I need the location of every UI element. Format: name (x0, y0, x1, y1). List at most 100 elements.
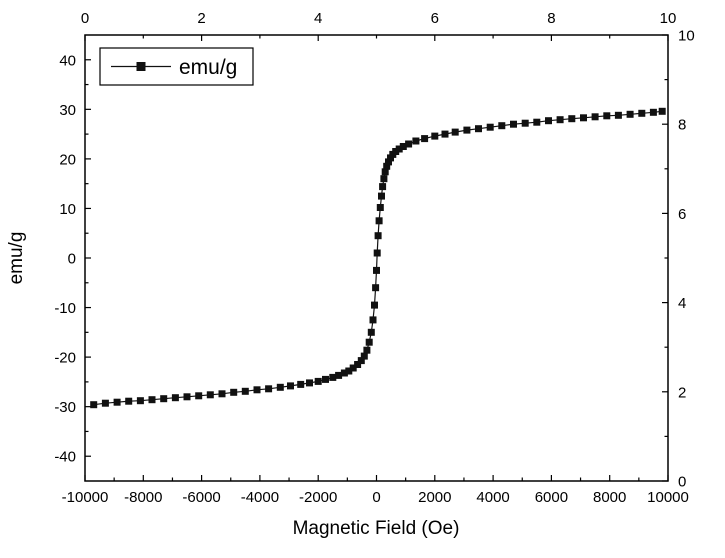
data-point-marker (148, 396, 156, 404)
data-point-marker (431, 132, 439, 140)
x-axis-ticks: -10000 -8000 -6000 -4000 -2000 0 2000 4000 6000 8… (62, 475, 689, 506)
x-tick-label: -4000 (241, 489, 279, 506)
data-point-marker (486, 123, 494, 131)
data-point-marker (340, 369, 348, 377)
data-point-marker (603, 112, 611, 120)
data-point-marker (373, 249, 381, 257)
x-tick-label: 10000 (647, 489, 689, 506)
data-point-marker (380, 175, 388, 183)
data-point-marker (345, 367, 353, 375)
data-point-marker (101, 399, 109, 407)
data-point-marker (374, 232, 382, 240)
data-point-marker (395, 145, 403, 153)
x-tick-label: 2000 (418, 489, 451, 506)
data-point-marker (335, 371, 343, 379)
top-tick-label: 10 (660, 10, 677, 27)
data-point-marker (399, 143, 407, 150)
legend-label: emu/g (179, 56, 237, 79)
data-point-marker (365, 338, 373, 346)
x-tick-label: 8000 (593, 489, 626, 506)
right-tick-label: 8 (678, 117, 686, 134)
data-point-marker (556, 116, 564, 124)
data-point-marker (369, 316, 377, 324)
data-point-marker (349, 364, 357, 372)
data-point-marker (373, 266, 380, 274)
data-point-marker (591, 113, 599, 121)
data-point-marker (451, 128, 459, 136)
data-point-marker (354, 361, 362, 368)
data-point-marker (385, 158, 392, 166)
x-axis-title: Magnetic Field (Oe) (293, 518, 460, 539)
data-point-marker (206, 391, 214, 399)
y-tick-label: 40 (59, 52, 76, 69)
right-tick-label: 2 (678, 384, 686, 401)
series-emu-g (90, 107, 666, 409)
plot-border (84, 34, 669, 482)
data-point-marker (171, 394, 179, 402)
data-point-marker (378, 192, 385, 200)
top-tick-label: 4 (314, 10, 322, 27)
data-point-marker (113, 398, 121, 406)
data-point-marker (376, 204, 384, 211)
data-point-marker (306, 379, 313, 387)
data-point-marker (658, 107, 666, 115)
y-tick-label: 10 (59, 201, 76, 218)
y-tick-label: 30 (59, 102, 76, 119)
data-point-marker (360, 352, 368, 360)
right-tick-label: 6 (678, 206, 686, 223)
data-point-marker (379, 183, 387, 191)
y-tick-label: 20 (59, 151, 76, 168)
x-tick-label: 6000 (535, 489, 568, 506)
x-tick-label: -8000 (124, 489, 162, 506)
x-tick-label: -10000 (62, 489, 109, 506)
data-point-marker (322, 375, 329, 383)
data-point-marker (421, 135, 429, 143)
data-point-marker (125, 397, 133, 405)
plot-area: -10000 -8000 -6000 -4000 -2000 0 2000 4000 6000 8… (54, 10, 694, 506)
y-tick-label: -10 (54, 300, 76, 317)
top-axis-ticks: 0 2 4 6 8 10 (81, 10, 677, 41)
y-tick-label: -30 (54, 399, 76, 416)
data-point-marker (363, 346, 371, 354)
data-point-marker (241, 387, 249, 395)
data-point-marker (638, 109, 646, 117)
top-tick-label: 6 (431, 10, 439, 27)
data-point-marker (314, 377, 322, 385)
data-point-marker (371, 301, 378, 309)
data-point-marker (405, 140, 413, 148)
y-tick-label: 0 (68, 251, 76, 268)
data-point-marker (218, 390, 226, 398)
data-point-marker (463, 126, 471, 134)
x-tick-label: 0 (372, 489, 380, 506)
data-point-marker (375, 217, 383, 225)
y-axis-title: emu/g (6, 232, 27, 285)
y-axis-ticks: -40 -30 -20 -10 0 10 20 30 40 (54, 52, 91, 466)
data-point-marker (381, 168, 389, 176)
data-point-marker (276, 383, 284, 391)
data-point-marker (329, 373, 337, 381)
data-point-marker (649, 108, 657, 116)
data-point-marker (545, 117, 552, 125)
top-tick-label: 0 (81, 10, 89, 27)
data-point-marker (183, 393, 191, 401)
data-point-marker (253, 386, 261, 394)
right-axis-ticks: 0 2 4 6 8 10 (662, 28, 695, 491)
data-point-marker (265, 385, 273, 393)
data-point-marker (383, 162, 391, 170)
x-tick-label: 4000 (476, 489, 509, 506)
data-point-marker (367, 328, 375, 336)
data-point-marker (533, 118, 541, 126)
top-tick-label: 2 (197, 10, 205, 27)
data-point-marker (568, 115, 576, 123)
series-line (93, 110, 663, 406)
top-tick-label: 8 (547, 10, 555, 27)
data-point-marker (357, 357, 365, 365)
data-point-marker (160, 395, 168, 403)
right-tick-label: 4 (678, 295, 686, 312)
data-point-marker (297, 380, 305, 388)
right-tick-label: 0 (678, 474, 686, 491)
y-tick-label: -40 (54, 449, 76, 466)
data-point-marker (195, 392, 203, 400)
x-tick-label: -6000 (182, 489, 220, 506)
